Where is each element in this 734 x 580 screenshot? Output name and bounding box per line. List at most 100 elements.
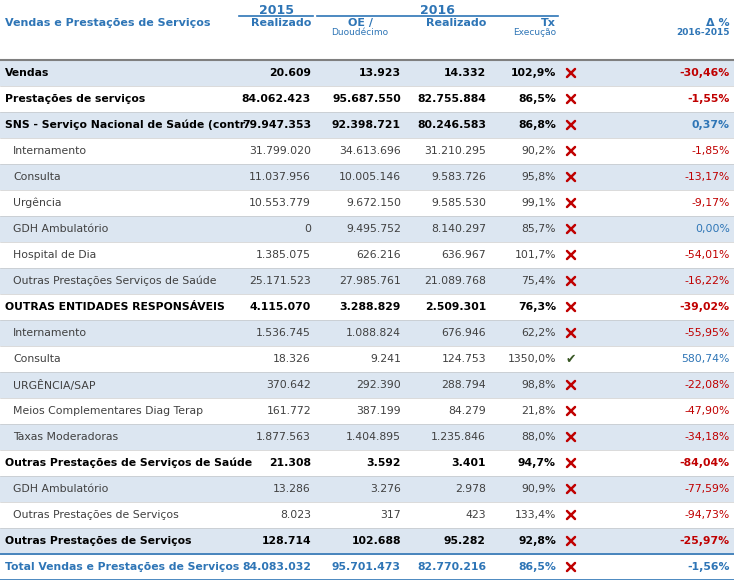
Text: 94,7%: 94,7% — [518, 458, 556, 468]
Bar — [0, 450, 734, 476]
Text: 31.210.295: 31.210.295 — [424, 146, 486, 156]
Text: 11.037.956: 11.037.956 — [249, 172, 311, 182]
Text: 86,8%: 86,8% — [518, 120, 556, 130]
Text: Vendas e Prestações de Serviços: Vendas e Prestações de Serviços — [5, 18, 211, 28]
Text: 90,2%: 90,2% — [521, 146, 556, 156]
Text: -77,59%: -77,59% — [685, 484, 730, 494]
Text: 636.967: 636.967 — [441, 250, 486, 260]
Text: 101,7%: 101,7% — [515, 250, 556, 260]
Text: 3.401: 3.401 — [451, 458, 486, 468]
Text: Outras Prestações de Serviços: Outras Prestações de Serviços — [5, 536, 192, 546]
Text: 92.398.721: 92.398.721 — [332, 120, 401, 130]
Text: OUTRAS ENTIDADES RESPONSÁVEIS: OUTRAS ENTIDADES RESPONSÁVEIS — [5, 302, 225, 312]
Text: Δ %: Δ % — [706, 18, 730, 28]
Text: 84.062.423: 84.062.423 — [241, 94, 311, 104]
Text: 0,00%: 0,00% — [695, 224, 730, 234]
Text: 2016-2015: 2016-2015 — [677, 28, 730, 37]
Text: 102.688: 102.688 — [352, 536, 401, 546]
Text: 0,37%: 0,37% — [692, 120, 730, 130]
Text: Internamento: Internamento — [13, 328, 87, 338]
Text: Vendas: Vendas — [5, 68, 49, 78]
Bar — [0, 398, 734, 424]
Text: 2.509.301: 2.509.301 — [425, 302, 486, 312]
Text: 79.947.353: 79.947.353 — [242, 120, 311, 130]
Text: Outras Prestações Serviços de Saúde: Outras Prestações Serviços de Saúde — [13, 276, 217, 287]
Text: 76,3%: 76,3% — [518, 302, 556, 312]
Text: 9.672.150: 9.672.150 — [346, 198, 401, 208]
Text: Consulta: Consulta — [13, 354, 61, 364]
Text: 62,2%: 62,2% — [521, 328, 556, 338]
Text: Prestações de serviços: Prestações de serviços — [5, 94, 145, 104]
Text: -47,90%: -47,90% — [685, 406, 730, 416]
Bar — [0, 320, 734, 346]
Bar — [0, 138, 734, 164]
Text: Meios Complementares Diag Terap: Meios Complementares Diag Terap — [13, 406, 203, 416]
Text: Internamento: Internamento — [13, 146, 87, 156]
Text: -13,17%: -13,17% — [685, 172, 730, 182]
Text: -9,17%: -9,17% — [691, 198, 730, 208]
Text: 75,4%: 75,4% — [521, 276, 556, 286]
Text: 13.286: 13.286 — [273, 484, 311, 494]
Bar — [0, 190, 734, 216]
Text: 626.216: 626.216 — [357, 250, 401, 260]
Text: -54,01%: -54,01% — [685, 250, 730, 260]
Text: 3.592: 3.592 — [366, 458, 401, 468]
Text: 20.609: 20.609 — [269, 68, 311, 78]
Text: 370.642: 370.642 — [266, 380, 311, 390]
Text: 92,8%: 92,8% — [518, 536, 556, 546]
Text: -94,73%: -94,73% — [685, 510, 730, 520]
Text: GDH Ambulatório: GDH Ambulatório — [13, 224, 109, 234]
Text: -1,55%: -1,55% — [688, 94, 730, 104]
Text: 1.877.563: 1.877.563 — [256, 432, 311, 442]
Text: 4.115.070: 4.115.070 — [250, 302, 311, 312]
Bar — [0, 242, 734, 268]
Text: 9.495.752: 9.495.752 — [346, 224, 401, 234]
Text: URGÊNCIA/SAP: URGÊNCIA/SAP — [13, 379, 95, 390]
Text: 25.171.523: 25.171.523 — [250, 276, 311, 286]
Text: 13.923: 13.923 — [359, 68, 401, 78]
Text: 95.282: 95.282 — [444, 536, 486, 546]
Text: 161.772: 161.772 — [266, 406, 311, 416]
Text: Tx: Tx — [541, 18, 556, 28]
Text: -25,97%: -25,97% — [680, 536, 730, 546]
Text: 3.276: 3.276 — [370, 484, 401, 494]
Bar — [0, 60, 734, 86]
Text: 95,8%: 95,8% — [521, 172, 556, 182]
Text: 2.978: 2.978 — [455, 484, 486, 494]
Text: 8.140.297: 8.140.297 — [431, 224, 486, 234]
Text: -55,95%: -55,95% — [685, 328, 730, 338]
Text: Duoudécimo: Duoudécimo — [332, 28, 388, 37]
Text: 2015: 2015 — [258, 4, 294, 17]
Bar — [0, 216, 734, 242]
Bar — [0, 554, 734, 580]
Text: -84,04%: -84,04% — [680, 458, 730, 468]
Text: -34,18%: -34,18% — [685, 432, 730, 442]
Text: 82.770.216: 82.770.216 — [417, 562, 486, 572]
Text: 99,1%: 99,1% — [521, 198, 556, 208]
Bar — [0, 424, 734, 450]
Text: 133,4%: 133,4% — [515, 510, 556, 520]
Bar — [0, 528, 734, 554]
Bar — [0, 294, 734, 320]
Text: 95.701.473: 95.701.473 — [332, 562, 401, 572]
Bar — [0, 86, 734, 112]
Text: 580,74%: 580,74% — [682, 354, 730, 364]
Text: 128.714: 128.714 — [261, 536, 311, 546]
Bar — [0, 476, 734, 502]
Text: OE /: OE / — [347, 18, 372, 28]
Text: Urgência: Urgência — [13, 198, 62, 208]
Text: 387.199: 387.199 — [357, 406, 401, 416]
Bar — [0, 346, 734, 372]
Text: SNS - Serviço Nacional de Saúde (contr: SNS - Serviço Nacional de Saúde (contr — [5, 119, 245, 130]
Text: 9.585.530: 9.585.530 — [431, 198, 486, 208]
Text: 80.246.583: 80.246.583 — [417, 120, 486, 130]
Text: 84.083.032: 84.083.032 — [242, 562, 311, 572]
Text: 102,9%: 102,9% — [511, 68, 556, 78]
Text: 85,7%: 85,7% — [521, 224, 556, 234]
Text: 10.553.779: 10.553.779 — [249, 198, 311, 208]
Bar — [0, 268, 734, 294]
Text: -22,08%: -22,08% — [685, 380, 730, 390]
Text: 0: 0 — [304, 224, 311, 234]
Text: -39,02%: -39,02% — [680, 302, 730, 312]
Text: 292.390: 292.390 — [356, 380, 401, 390]
